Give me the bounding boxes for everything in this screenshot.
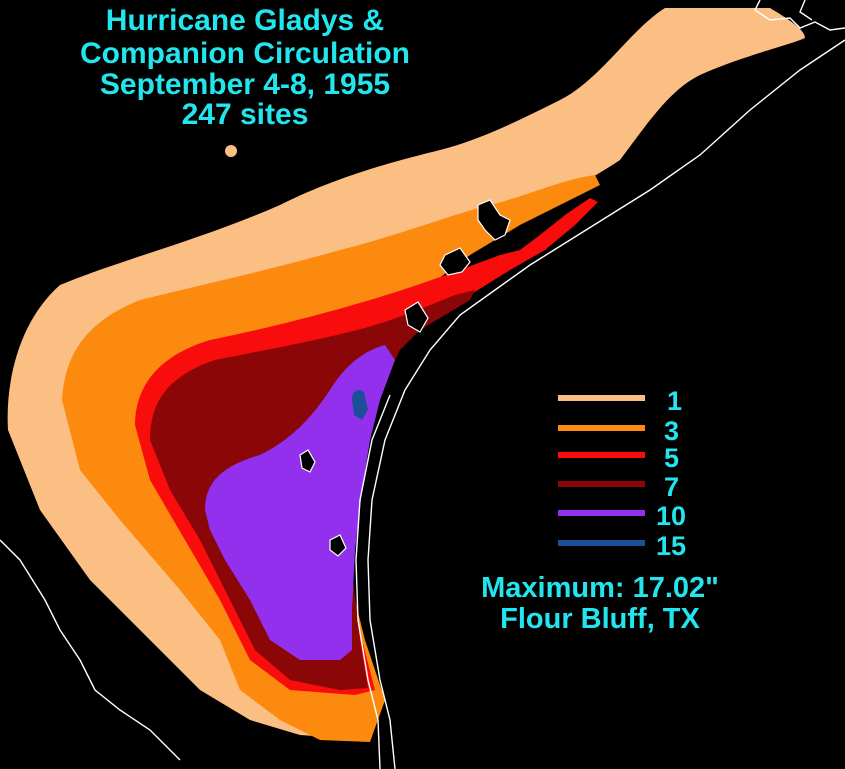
contour-10in (205, 345, 395, 660)
maximum-value: Maximum: 17.02" (481, 572, 719, 604)
contour-15in (352, 390, 368, 420)
title-line-4: 247 sites (182, 98, 309, 131)
title-line-2: Companion Circulation (80, 37, 410, 70)
legend-label-10: 10 (656, 501, 686, 531)
maximum-location: Flour Bluff, TX (500, 603, 700, 635)
legend-label-5: 5 (664, 443, 679, 473)
legend-label-1: 1 (667, 386, 682, 416)
bays (299, 199, 511, 557)
legend-label-3: 3 (664, 416, 679, 446)
legend-label-7: 7 (664, 472, 679, 502)
legend: 1 3 5 7 10 15 (558, 386, 686, 561)
legend-label-15: 15 (656, 531, 686, 561)
title-line-1: Hurricane Gladys & (106, 4, 384, 37)
contour-1in-island (225, 145, 237, 157)
title-line-3: September 4-8, 1955 (100, 68, 390, 101)
gulf-water (368, 40, 845, 769)
